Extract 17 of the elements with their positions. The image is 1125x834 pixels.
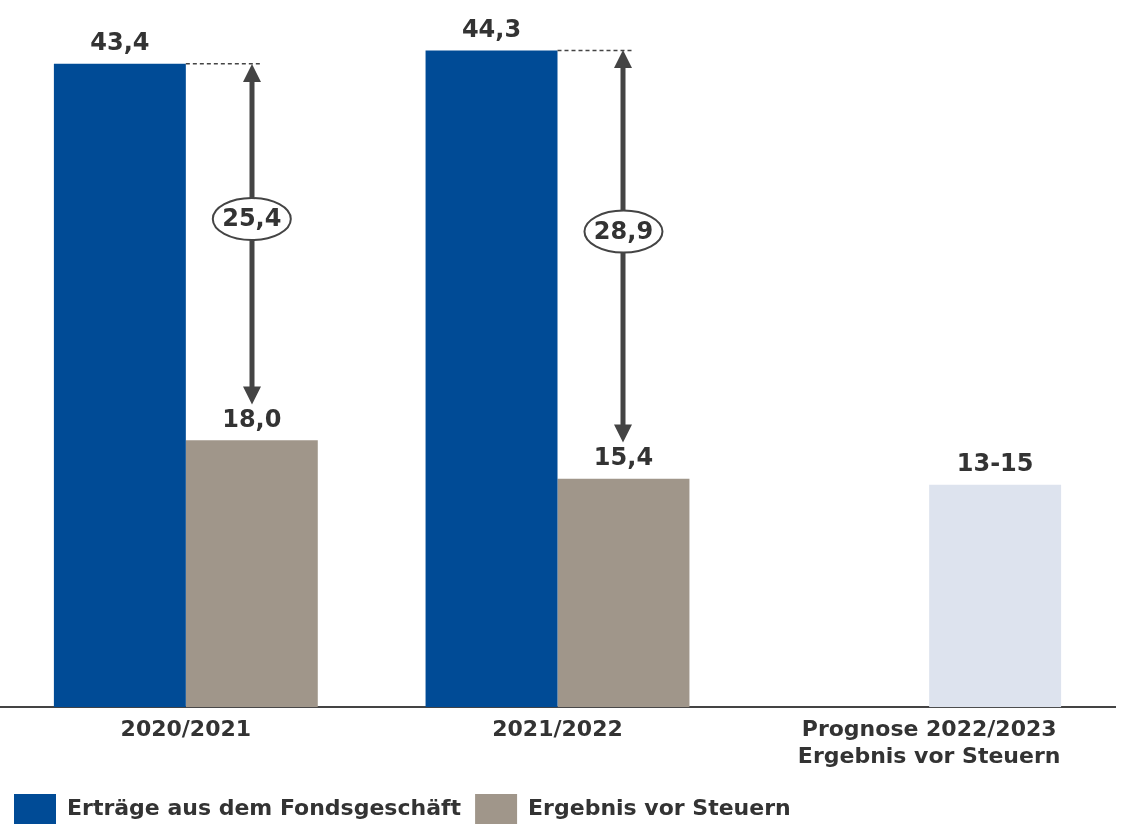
data-label: 43,4 bbox=[90, 27, 150, 56]
annotation: 28,9 bbox=[593, 216, 654, 245]
data-label: 13-15 bbox=[956, 449, 1034, 478]
x-tick-label: Prognose 2022/2023 Ergebnis vor Steuern bbox=[797, 716, 1061, 768]
bar bbox=[425, 50, 558, 708]
bar bbox=[557, 478, 690, 708]
x-tick-label: 2021/2022 bbox=[492, 716, 623, 742]
bar bbox=[929, 484, 1062, 708]
data-label: 15,4 bbox=[593, 443, 654, 472]
data-label: 44,3 bbox=[461, 14, 522, 43]
legend-label: Erträge aus dem Fondsgeschäft bbox=[67, 794, 462, 820]
data-label: 18,0 bbox=[222, 404, 282, 433]
legend-label: Ergebnis vor Steuern bbox=[528, 794, 791, 820]
x-tick-label: 2020/2021 bbox=[120, 716, 252, 742]
bar bbox=[53, 63, 186, 708]
bar bbox=[185, 440, 318, 708]
annotation: 25,4 bbox=[222, 204, 282, 233]
